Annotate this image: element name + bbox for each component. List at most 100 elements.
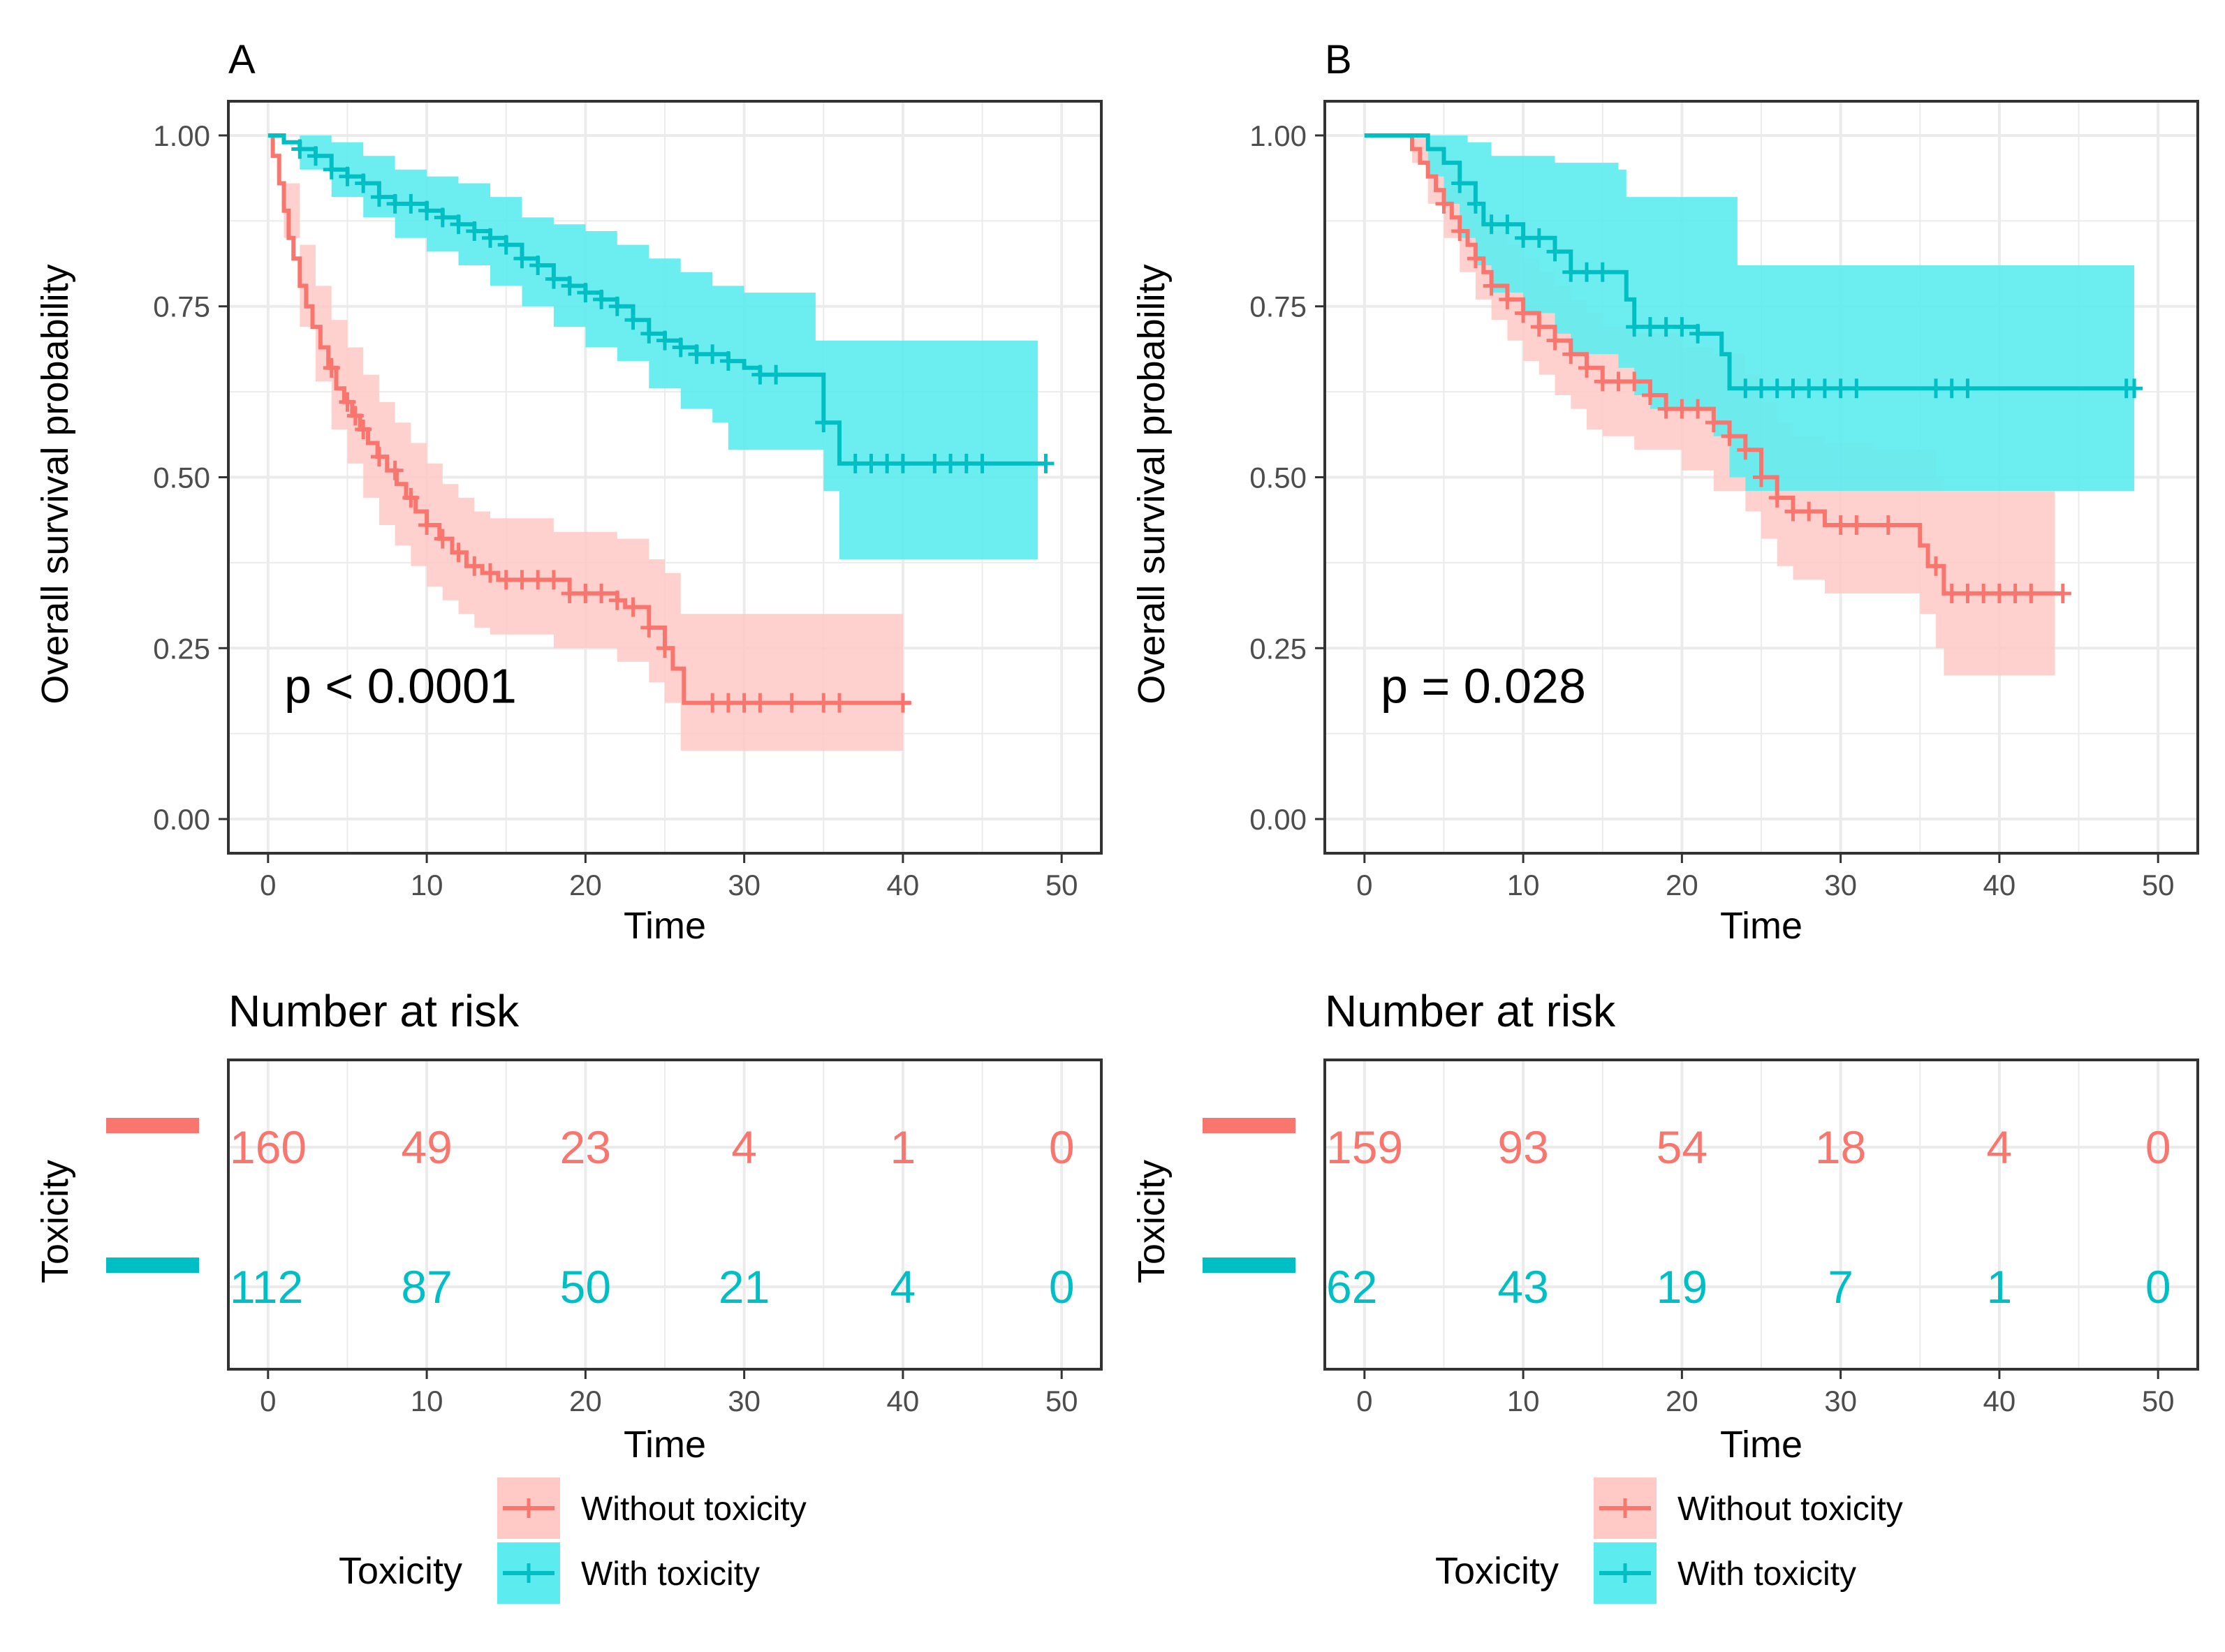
risk-count-without-toxicity: 0 <box>1049 1121 1075 1173</box>
censor-mark <box>656 330 673 351</box>
censor-mark <box>1610 371 1627 392</box>
censor-mark <box>323 159 340 179</box>
risk-table-title: Number at risk <box>1325 986 1616 1036</box>
censor-mark <box>1753 467 1770 487</box>
censor-mark <box>355 173 372 193</box>
censor-mark <box>386 193 404 214</box>
censor-mark <box>751 364 769 385</box>
censor-mark <box>1673 399 1691 419</box>
censor-mark <box>846 453 864 473</box>
censor-mark <box>545 570 562 590</box>
censor-mark <box>418 515 436 536</box>
censor-mark <box>1848 515 1865 536</box>
censor-mark <box>1784 378 1802 399</box>
censor-mark <box>386 460 404 480</box>
risk-count-with-toxicity: 112 <box>230 1261 303 1313</box>
censor-mark <box>1737 440 1754 460</box>
y-tick-label: 0.00 <box>1249 803 1307 836</box>
censor-mark <box>1483 276 1500 296</box>
legend-label-with-toxicity: With toxicity <box>1677 1556 1856 1593</box>
legend-label-without-toxicity: Without toxicity <box>1677 1491 1903 1528</box>
censor-mark <box>307 146 324 166</box>
censor-mark <box>719 693 737 713</box>
censor-mark <box>434 529 451 549</box>
censor-mark <box>640 617 658 637</box>
y-axis-title: Overall survival probability <box>34 264 76 704</box>
x-axis-title: Time <box>1720 905 1802 947</box>
censor-mark <box>1800 501 1818 522</box>
x-tick-label: 30 <box>728 869 761 901</box>
y-axis: 0.00 0.25 0.50 0.75 1.00 Overall survival pro… <box>1131 119 1325 836</box>
censor-mark <box>1530 317 1548 337</box>
censor-mark <box>1641 317 1659 337</box>
censor-mark <box>1483 214 1500 235</box>
censor-mark <box>434 207 451 228</box>
x-tick-label: 20 <box>569 1385 602 1417</box>
censor-mark <box>1832 515 1849 536</box>
x-tick-label: 10 <box>411 1385 443 1417</box>
risk-count-without-toxicity: 159 <box>1326 1121 1403 1173</box>
risk-count-without-toxicity: 4 <box>731 1121 757 1173</box>
x-tick-label: 40 <box>1983 1385 2016 1417</box>
x-tick-label: 50 <box>2142 869 2175 901</box>
censor-mark <box>561 276 578 296</box>
censor-marks-without-toxicity <box>323 357 911 713</box>
censor-mark <box>1959 378 1976 399</box>
censor-mark <box>1721 426 1738 446</box>
censor-mark <box>1626 317 1643 337</box>
censor-mark <box>497 235 515 255</box>
p-value-annotation: p < 0.0001 <box>284 659 517 714</box>
censor-mark <box>783 693 800 713</box>
y-tick-label: 0.75 <box>153 290 210 323</box>
y-axis: 0.00 0.25 0.50 0.75 1.00 Overall survival pro… <box>34 119 228 836</box>
censor-mark <box>926 453 943 473</box>
censor-mark <box>2126 378 2143 399</box>
censor-mark <box>879 453 896 473</box>
y-tick-label: 0.25 <box>153 632 210 665</box>
censor-mark <box>1927 378 1944 399</box>
censor-mark <box>466 221 483 242</box>
risk-count-without-toxicity: 93 <box>1497 1121 1548 1173</box>
panel-a: A0 10 20 30 40 50Time0.000.250.500.751.00Over… <box>34 37 1103 1604</box>
x-tick-label: 50 <box>2142 1385 2175 1417</box>
risk-count-with-toxicity: 7 <box>1828 1261 1853 1313</box>
censor-mark <box>1657 399 1675 419</box>
censor-mark <box>942 453 960 473</box>
censor-mark <box>624 310 642 330</box>
censor-mark <box>529 255 547 275</box>
censor-mark <box>815 693 832 713</box>
censor-mark <box>1578 357 1595 378</box>
confidence-band-with-toxicity <box>267 135 1038 559</box>
censor-mark <box>1467 249 1484 269</box>
y-tick-label: 1.00 <box>153 119 210 152</box>
risk-count-without-toxicity: 1 <box>890 1121 916 1173</box>
risk-count-without-toxicity: 160 <box>230 1121 307 1173</box>
x-tick-label: 10 <box>1507 869 1540 901</box>
censor-mark <box>561 583 578 603</box>
x-tick-label: 0 <box>260 1385 276 1417</box>
risk-count-with-toxicity: 43 <box>1497 1261 1548 1313</box>
risk-table-title: Number at risk <box>228 986 520 1036</box>
risk-count-with-toxicity: 0 <box>2145 1261 2171 1313</box>
risk-count-without-toxicity: 49 <box>401 1121 452 1173</box>
censor-mark <box>815 413 832 433</box>
censor-mark <box>2006 583 2024 603</box>
censor-mark <box>894 693 911 713</box>
censor-mark <box>370 447 388 467</box>
panel-label: A <box>228 37 256 82</box>
risk-count-with-toxicity: 87 <box>401 1261 452 1313</box>
censor-mark <box>513 249 531 269</box>
risk-count-without-toxicity: 18 <box>1815 1121 1866 1173</box>
censor-mark <box>323 357 340 378</box>
legend: Toxicity Without toxicity With toxicity <box>1435 1477 1903 1604</box>
censor-mark <box>2022 583 2040 603</box>
censor-mark <box>402 193 420 214</box>
y-tick-label: 1.00 <box>1249 119 1307 152</box>
y-tick-label: 0.75 <box>1249 290 1307 323</box>
censor-mark <box>1562 344 1580 364</box>
legend-title: Toxicity <box>339 1550 462 1592</box>
censor-mark <box>1816 378 1833 399</box>
risk-count-without-toxicity: 54 <box>1657 1121 1708 1173</box>
censor-mark <box>672 337 689 357</box>
censor-mark <box>450 543 467 563</box>
